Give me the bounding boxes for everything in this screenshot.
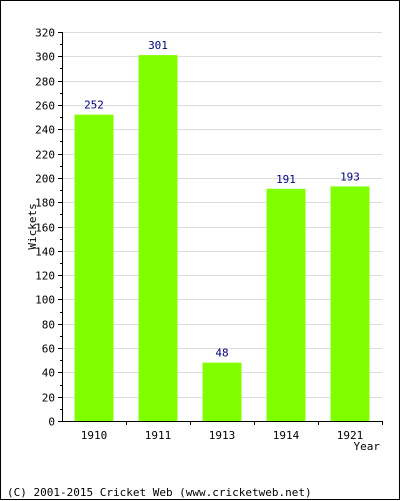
data-labels: 252 301 48 191 193: [84, 39, 360, 360]
data-label: 193: [340, 170, 360, 183]
y-tick-label: 60: [42, 343, 55, 356]
y-tick-label: 260: [35, 100, 55, 113]
y-axis-label: Wickets: [26, 203, 39, 249]
bar: [266, 188, 306, 421]
data-label: 48: [215, 347, 228, 360]
y-tick-label: 40: [42, 367, 55, 380]
y-tick-label: 20: [42, 392, 55, 405]
x-tick-label: 1911: [145, 429, 172, 442]
y-tick-label: 0: [48, 416, 55, 429]
x-tick-label: 1910: [81, 429, 108, 442]
data-label: 252: [84, 99, 104, 112]
y-tick-label: 160: [35, 222, 55, 235]
bar: [330, 186, 370, 421]
y-tick-label: 320: [35, 27, 55, 40]
x-axis-label: Year: [354, 440, 381, 453]
bar: [138, 55, 178, 422]
y-tick-label: 140: [35, 246, 55, 259]
x-tick-labels: 1910 1911 1913 1914 1921: [81, 429, 364, 442]
axes: [58, 32, 383, 425]
bar: [74, 114, 114, 421]
y-tick-label: 280: [35, 76, 55, 89]
y-tick-label: 120: [35, 270, 55, 283]
y-tick-label: 180: [35, 197, 55, 210]
y-tick-label: 240: [35, 124, 55, 137]
y-tick-label: 220: [35, 149, 55, 162]
y-tick-label: 80: [42, 319, 55, 332]
bar: [202, 362, 242, 421]
bars: [74, 55, 370, 422]
gridlines: [62, 32, 382, 398]
y-tick-labels: 0 20 40 60 80 100 120 140 160 180 200 220 240 260 280 3…: [35, 27, 55, 429]
x-tick-label: 1913: [209, 429, 236, 442]
y-tick-label: 100: [35, 294, 55, 307]
y-tick-label: 300: [35, 51, 55, 64]
y-tick-label: 200: [35, 173, 55, 186]
x-tick-label: 1921: [337, 429, 364, 442]
x-tick-label: 1914: [273, 429, 300, 442]
copyright-footer: (C) 2001-2015 Cricket Web (www.cricketwe…: [7, 486, 312, 499]
data-label: 191: [276, 173, 296, 186]
data-label: 301: [148, 39, 168, 52]
